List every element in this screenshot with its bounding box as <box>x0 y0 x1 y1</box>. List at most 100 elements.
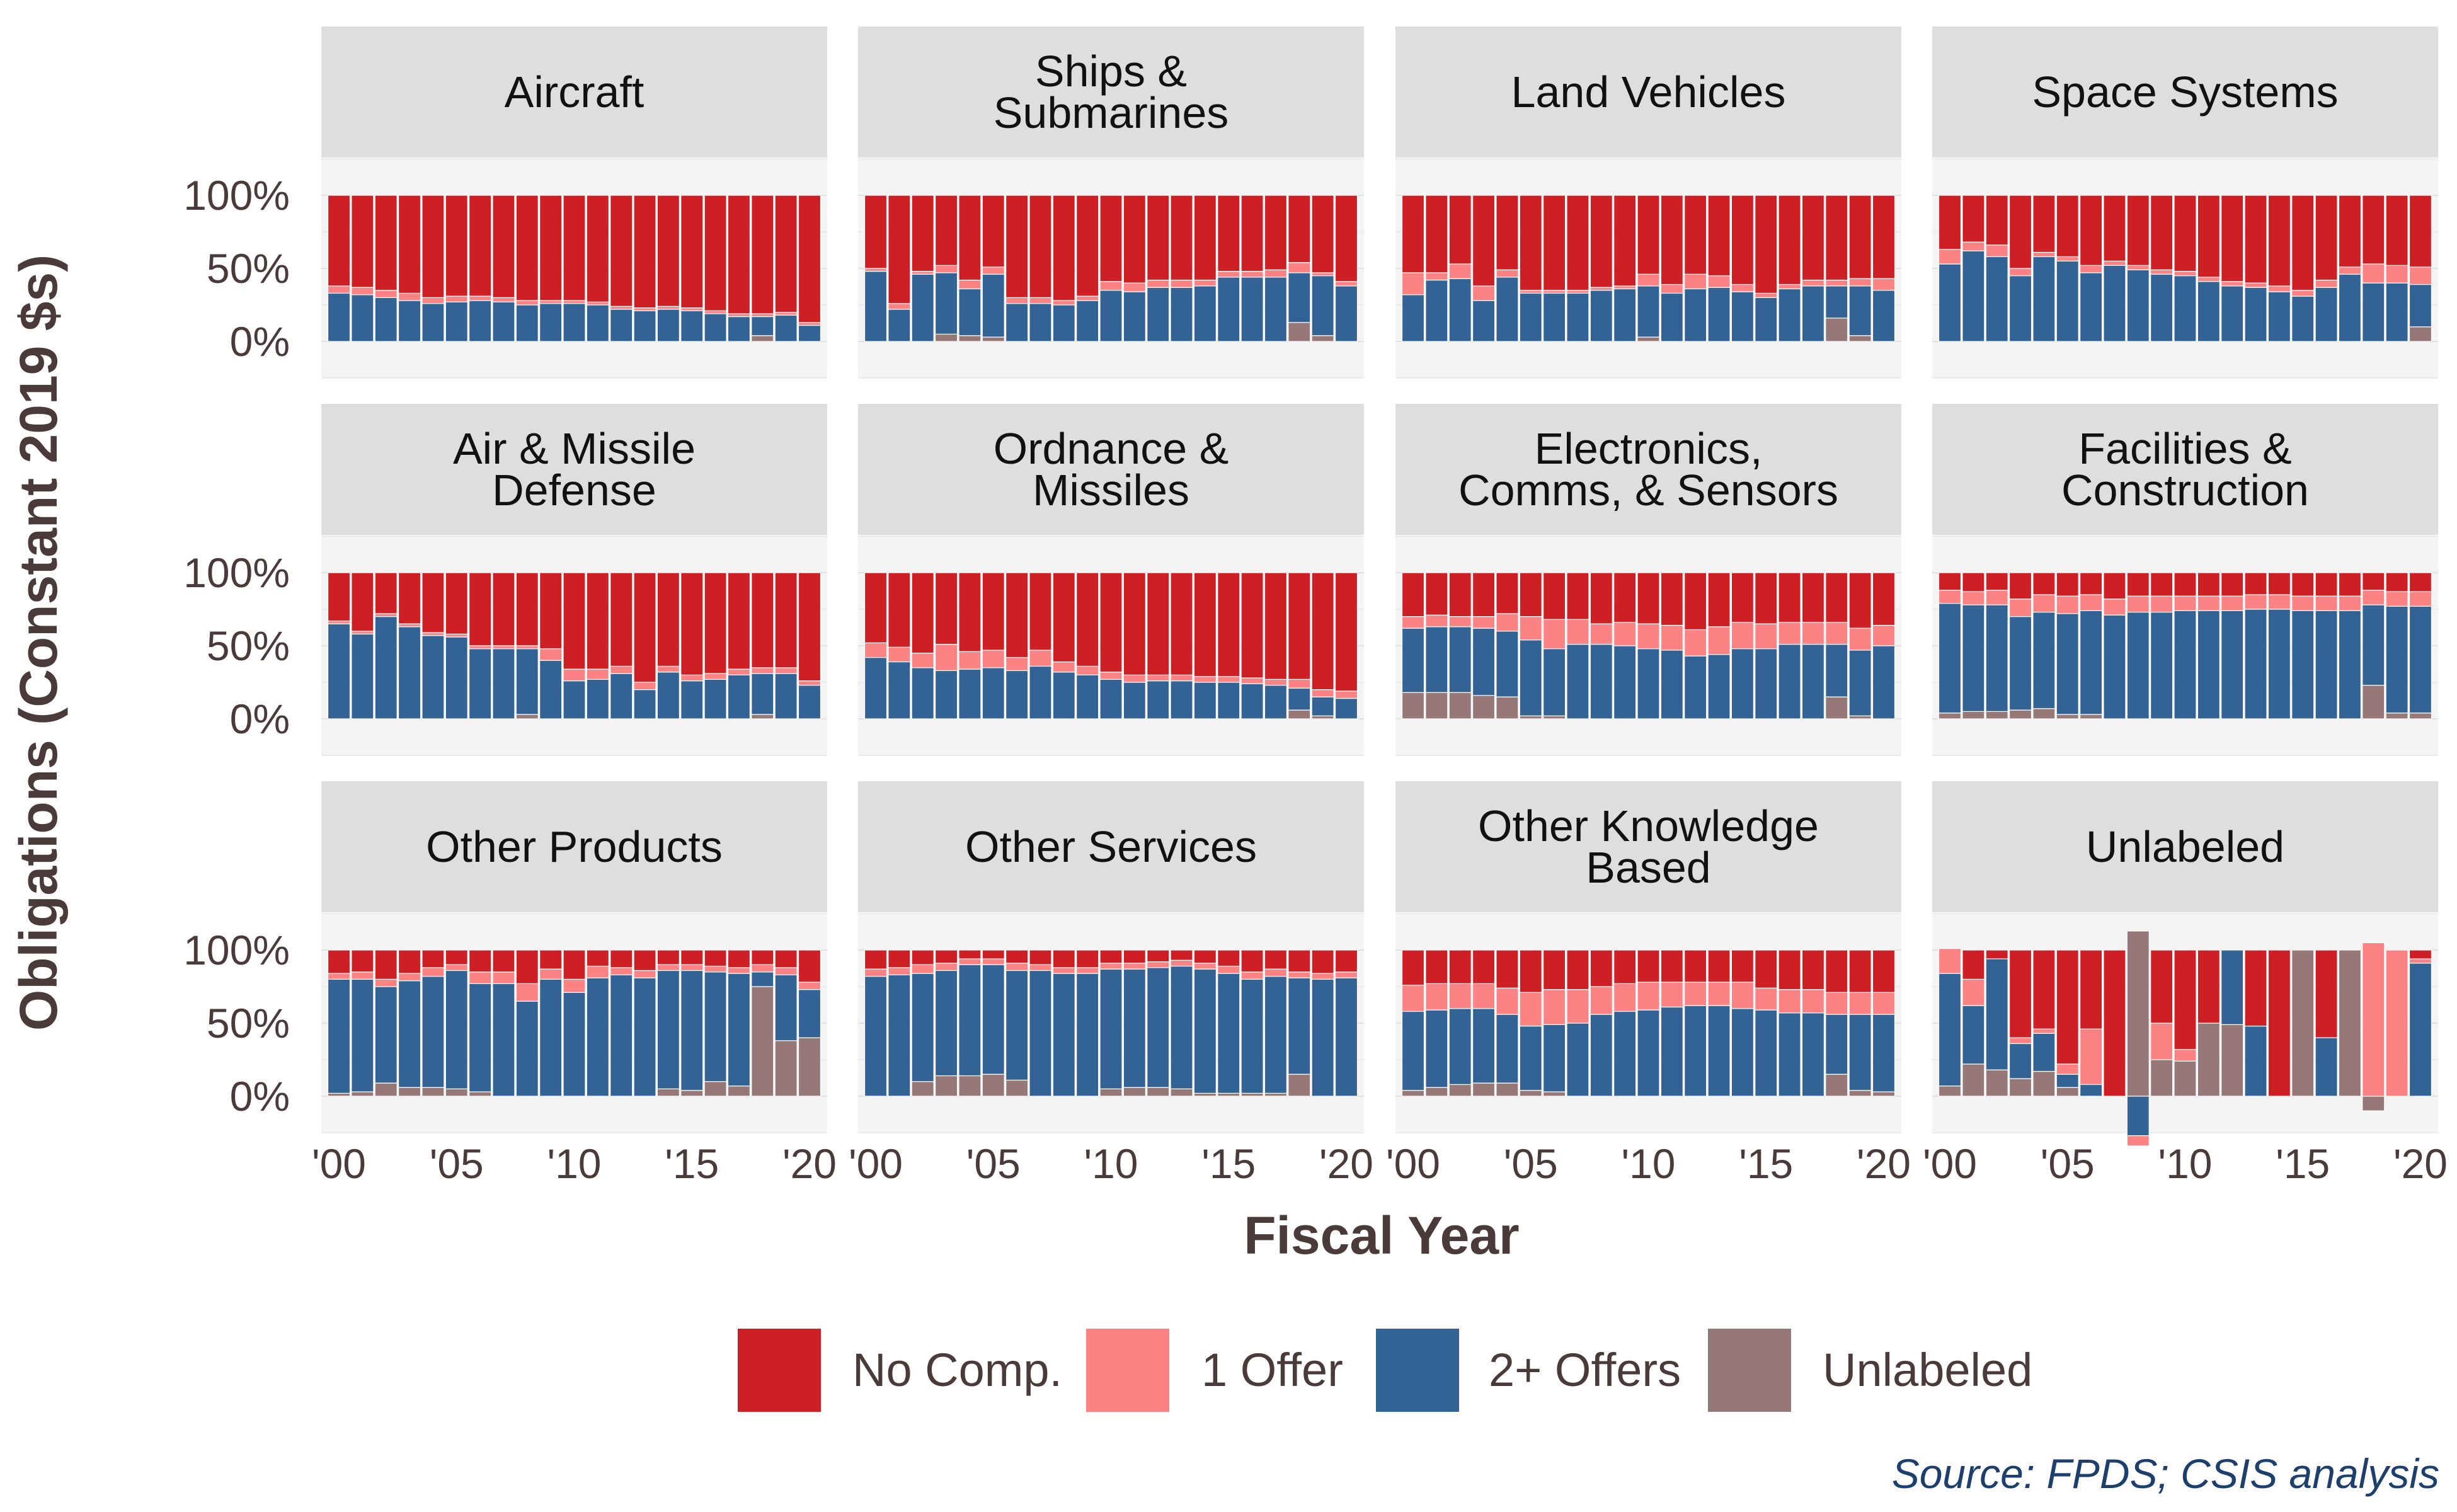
x-tick-label: '15 <box>1739 1140 1793 1187</box>
bar-segment <box>1099 968 1123 1090</box>
bar-segment <box>656 195 680 307</box>
bar-segment <box>2103 614 2126 719</box>
bar-segment <box>492 297 515 302</box>
bar-segment <box>492 648 515 719</box>
bar-segment <box>1311 572 1334 690</box>
bar-segment <box>1962 711 1985 719</box>
bar-segment <box>1637 982 1660 1011</box>
bar-segment <box>864 976 888 1097</box>
bar-segment <box>1613 1011 1637 1097</box>
bar-segment <box>1334 690 1358 699</box>
legend-key <box>1707 1327 1792 1413</box>
bar-segment <box>1731 284 1754 292</box>
bar-segment <box>1731 622 1754 650</box>
bar-segment <box>2080 594 2103 611</box>
bar-segment <box>1240 677 1264 684</box>
bar-segment <box>1472 983 1496 1009</box>
bar-segment <box>633 970 656 978</box>
bar-segment <box>2362 282 2385 342</box>
bar-segment <box>2244 609 2267 719</box>
bar-segment <box>1684 629 1707 656</box>
bar-segment <box>2126 595 2150 613</box>
bar-segment <box>539 949 563 970</box>
bar-segment <box>1052 572 1075 663</box>
bar-segment <box>958 949 982 959</box>
bar-segment <box>751 316 774 336</box>
bar-segment <box>1052 949 1075 968</box>
bar-segment <box>704 1081 727 1097</box>
bar-segment <box>1938 572 1962 591</box>
x-tick-label: '10 <box>1084 1140 1138 1187</box>
bar-segment <box>1778 195 1801 285</box>
bar-segment <box>539 978 563 1097</box>
bar-segment <box>610 967 633 976</box>
bar-segment <box>1448 692 1472 719</box>
x-tick-label: '15 <box>2276 1140 2330 1187</box>
bar-segment <box>1288 195 1311 263</box>
facet-strip <box>1395 781 1901 912</box>
bar-segment <box>2008 616 2032 711</box>
x-tick-label: '10 <box>547 1140 601 1187</box>
bar-segment <box>774 314 798 342</box>
bar-segment <box>1684 288 1707 342</box>
bar-segment <box>1589 290 1613 342</box>
bar-segment <box>1519 572 1542 617</box>
bar-segment <box>1801 1012 1825 1097</box>
bar-segment <box>2408 605 2432 714</box>
bar-segment <box>515 645 539 650</box>
bar-segment <box>1099 672 1123 680</box>
bar-segment <box>1472 572 1496 617</box>
bar-segment <box>911 271 934 275</box>
bar-segment <box>610 673 633 719</box>
bar-segment <box>2008 268 2032 277</box>
bar-segment <box>469 1091 492 1097</box>
x-tick-label: '10 <box>1621 1140 1675 1187</box>
bar-segment <box>2080 572 2103 595</box>
bar-segment <box>1985 256 2008 342</box>
bar-segment <box>1147 195 1170 281</box>
bar-segment <box>1848 949 1872 993</box>
bar-segment <box>1170 572 1193 675</box>
bar-segment <box>2244 594 2267 610</box>
bar-segment <box>1985 195 2008 246</box>
bar-segment <box>774 667 798 674</box>
bar-segment <box>1193 682 1217 719</box>
bar-segment <box>398 980 421 1088</box>
bar-segment <box>1425 983 1448 1011</box>
bar-segment <box>2008 275 2032 342</box>
bar-segment <box>1707 572 1731 627</box>
bar-segment <box>1217 572 1240 677</box>
bar-segment <box>2338 610 2362 719</box>
legend-label: 2+ Offers <box>1489 1344 1681 1396</box>
facet-strip <box>321 404 827 535</box>
facet-title: Ships & Submarines <box>994 47 1229 137</box>
bar-segment <box>2032 572 2056 595</box>
bar-segment <box>2126 931 2150 1097</box>
bar-segment <box>2150 273 2174 342</box>
bar-segment <box>1401 195 1425 273</box>
bar-segment <box>1938 713 1962 719</box>
x-tick-label: '00 <box>1386 1140 1440 1187</box>
bar-segment <box>421 1087 445 1097</box>
bar-segment <box>2221 1024 2244 1097</box>
bar-segment <box>958 335 982 342</box>
bar-segment <box>1985 590 2008 605</box>
bar-segment <box>1707 654 1731 719</box>
bar-segment <box>2126 1096 2150 1137</box>
bar-segment <box>586 304 609 342</box>
bar-segment <box>727 572 751 670</box>
bar-segment <box>1240 949 1264 973</box>
bar-segment <box>1848 572 1872 629</box>
bar-segment <box>958 279 982 290</box>
x-tick-label: '20 <box>2393 1140 2448 1187</box>
bar-segment <box>1193 676 1217 683</box>
bar-segment <box>751 667 774 674</box>
bar-segment <box>1029 970 1052 1097</box>
bar-segment <box>680 674 704 682</box>
bar-segment <box>515 714 539 719</box>
bar-segment <box>1660 195 1683 285</box>
bar-segment <box>515 195 539 301</box>
facet-strip <box>1932 781 2438 912</box>
bar-segment <box>982 650 1005 668</box>
y-tick-label: 100% <box>183 549 290 596</box>
